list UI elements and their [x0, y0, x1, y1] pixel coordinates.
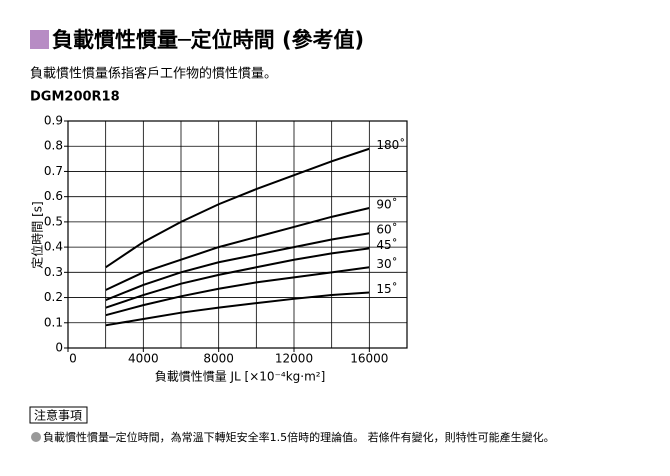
series-label: 90˚ — [376, 197, 397, 212]
series-line — [105, 247, 370, 309]
x-tick-label: 16000 — [350, 352, 388, 366]
y-tick-label: 0 — [55, 341, 63, 355]
y-tick-label: 0.3 — [44, 265, 63, 279]
series-label: 60˚ — [376, 222, 397, 237]
series-line — [105, 147, 370, 269]
y-tick-label: 0.6 — [44, 189, 63, 203]
series-label: 30˚ — [376, 256, 397, 271]
y-tick-label: 0.1 — [44, 315, 63, 329]
bullet — [31, 432, 41, 442]
plot: 0 0.1 0.2 0.3 0.4 0.5 0.6 0.7 0.8 0.9 0 4000 8000 120… — [44, 114, 408, 366]
x-tick-label: 12000 — [275, 352, 313, 366]
y-tick-label: 0.5 — [44, 214, 63, 228]
y-tick-label: 0.4 — [44, 240, 63, 254]
series-label: 45˚ — [376, 237, 397, 252]
x-tick-label: 8000 — [203, 352, 234, 366]
y-axis-label: 定位時間 [s] — [30, 201, 45, 268]
y-tick-label: 0.2 — [44, 290, 63, 304]
series-label: 15˚ — [376, 281, 397, 296]
series-line — [105, 266, 370, 317]
plot-frame — [67, 120, 408, 349]
series-line — [105, 232, 370, 302]
series-label: 180˚ — [376, 137, 405, 152]
x-axis-label: 負載慣性慣量 JL [×10⁻⁴kg·m²] — [155, 369, 326, 384]
title-square — [30, 30, 49, 49]
note-box — [29, 406, 88, 424]
note-heading: 注意事項 — [34, 408, 82, 423]
x-tick-label: 4000 — [128, 352, 159, 366]
chart-title: 負載慣性慣量─定位時間 (參考值) — [52, 28, 364, 52]
subtitle: 負載慣性慣量係指客戶工作物的慣性慣量。 — [30, 66, 277, 82]
series-line — [105, 291, 370, 327]
note-text: 負載慣性慣量─定位時間，為常溫下轉矩安全率1.5倍時的理論值。 若條件有變化，則… — [43, 430, 555, 444]
y-tick-label: 0.7 — [44, 164, 63, 178]
y-tick-label: 0.9 — [44, 114, 63, 128]
model: DGM200R18 — [30, 90, 120, 105]
y-tick-label: 0.8 — [44, 139, 63, 153]
x-tick-label: 0 — [69, 352, 77, 366]
series-line — [105, 207, 370, 291]
